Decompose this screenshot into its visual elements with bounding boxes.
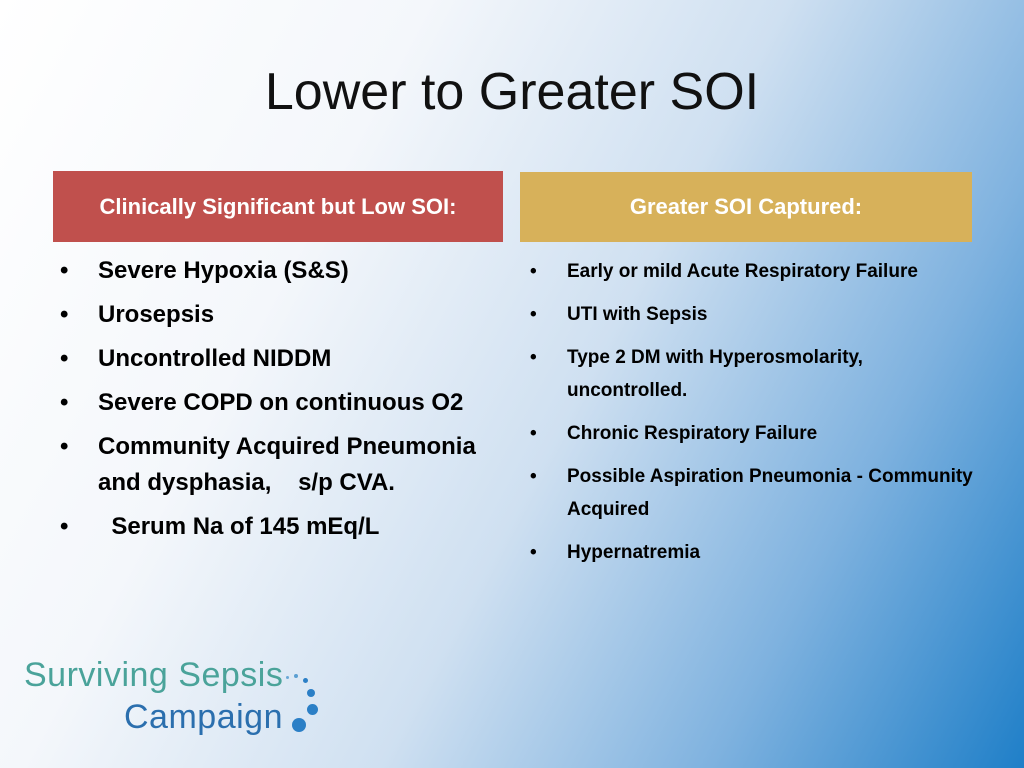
logo-dot-icon	[294, 674, 298, 678]
bullet-icon: •	[530, 542, 537, 563]
list-item: • UTI with Sepsis	[530, 298, 975, 331]
list-item: • Serum Na of 145 mEq/L	[60, 509, 500, 545]
list-item: • Community Acquired Pneumonia and dyspha…	[60, 429, 500, 501]
bullet-icon: •	[530, 347, 537, 368]
logo-dot-icon	[292, 718, 306, 732]
bullet-icon: •	[530, 261, 537, 282]
list-item: • Chronic Respiratory Failure	[530, 417, 975, 450]
logo-dot-icon	[286, 676, 289, 679]
bullet-icon: •	[530, 466, 537, 487]
surviving-sepsis-campaign-logo: Surviving Sepsis Campaign	[24, 656, 334, 751]
bullet-icon: •	[60, 389, 69, 416]
list-item: • Early or mild Acute Respiratory Failure	[530, 255, 975, 288]
list-item: • Uncontrolled NIDDM	[60, 341, 500, 377]
logo-dot-icon	[307, 704, 318, 715]
bullet-icon: •	[60, 433, 69, 460]
bullet-icon: •	[60, 513, 69, 540]
bullet-icon: •	[60, 301, 69, 328]
bullet-icon: •	[60, 345, 69, 372]
logo-dot-icon	[307, 689, 315, 697]
right-bullet-list: • Early or mild Acute Respiratory Failure…	[530, 255, 975, 579]
left-column-header: Clinically Significant but Low SOI:	[53, 171, 503, 242]
logo-text-line1: Surviving Sepsis	[24, 656, 284, 694]
list-item: • Possible Aspiration Pneumonia - Communi…	[530, 460, 975, 526]
logo-text-line2: Campaign	[124, 698, 283, 736]
bullet-icon: •	[530, 304, 537, 325]
list-item: • Severe COPD on continuous O2	[60, 385, 500, 421]
left-bullet-list: • Severe Hypoxia (S&S) • Urosepsis • Uncont…	[60, 253, 500, 553]
bullet-icon: •	[60, 257, 69, 284]
list-item: • Hypernatremia	[530, 536, 975, 569]
right-column-header: Greater SOI Captured:	[520, 172, 972, 242]
list-item: • Urosepsis	[60, 297, 500, 333]
slide-title: Lower to Greater SOI	[264, 63, 760, 121]
logo-dot-icon	[303, 678, 308, 683]
bullet-icon: •	[530, 423, 537, 444]
list-item: • Severe Hypoxia (S&S)	[60, 253, 500, 289]
list-item: • Type 2 DM with Hyperosmolarity, uncontr…	[530, 341, 975, 407]
